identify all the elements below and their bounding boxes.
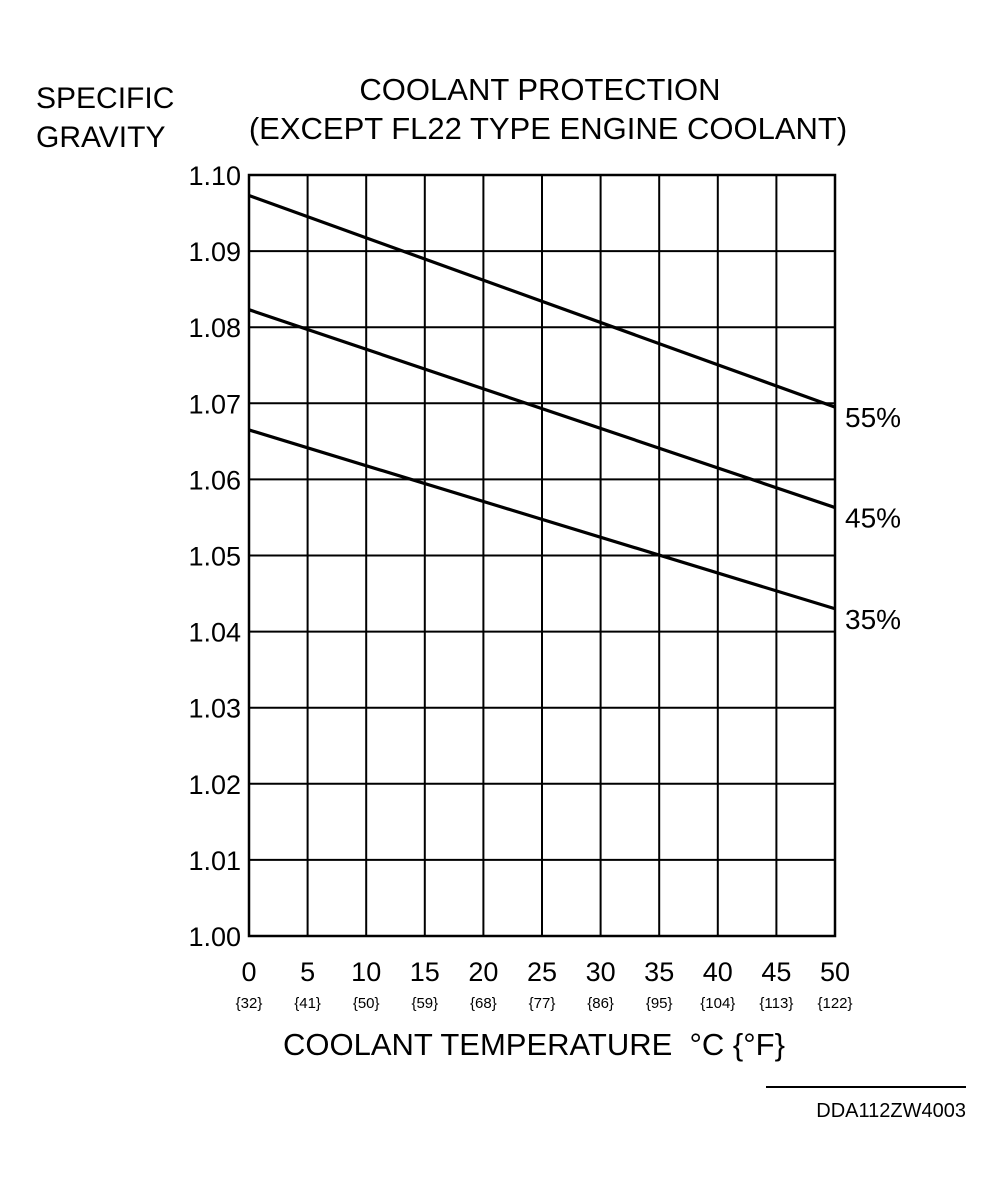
plot-frame — [247, 173, 837, 938]
y-axis-label-line-1: SPECIFIC — [36, 82, 174, 115]
y-tick-label: 1.06 — [188, 465, 241, 495]
series-label: 55% — [845, 402, 901, 433]
grid-lines — [248, 174, 836, 937]
y-tick-label: 1.07 — [188, 389, 241, 419]
x-tick-label-fahrenheit: {59} — [411, 995, 438, 1012]
series-line — [248, 428, 836, 611]
x-tick-label: 30 — [586, 957, 616, 987]
x-tick-label: 15 — [410, 957, 440, 987]
x-axis-label: COOLANT TEMPERATURE °C {°F} — [283, 1027, 785, 1062]
x-tick-label-fahrenheit: {41} — [294, 995, 321, 1012]
x-tick-label: 10 — [351, 957, 381, 987]
chart-title-line-1: COOLANT PROTECTION — [359, 72, 720, 107]
series-labels: 55% 45% 35% — [845, 402, 901, 635]
x-tick-label-fahrenheit: {86} — [587, 995, 614, 1012]
x-tick-label-fahrenheit: {50} — [353, 995, 380, 1012]
reference-code: DDA112ZW4003 — [816, 1100, 966, 1122]
x-tick-labels: 0 {32} 5 {41} 10 {50} 15 {59} 20 {68} 25 {77} 30 {86}… — [236, 957, 853, 1012]
y-tick-label: 1.09 — [188, 237, 241, 267]
y-tick-label: 1.05 — [188, 542, 241, 572]
y-tick-label: 1.00 — [188, 922, 241, 952]
series-lines — [248, 194, 836, 611]
x-tick-label-fahrenheit: {32} — [236, 995, 263, 1012]
x-tick-label-fahrenheit: {113} — [759, 995, 793, 1012]
x-tick-label-fahrenheit: {77} — [529, 995, 556, 1012]
x-tick-label-fahrenheit: {95} — [646, 995, 673, 1012]
x-tick-label: 20 — [468, 957, 498, 987]
x-tick-label-fahrenheit: {122} — [817, 995, 852, 1012]
x-tick-label-fahrenheit: {104} — [700, 995, 735, 1012]
x-tick-label: 50 — [820, 957, 850, 987]
y-axis-label-line-2: GRAVITY — [36, 121, 165, 154]
series-label: 35% — [845, 604, 901, 635]
series-line — [248, 194, 836, 409]
x-tick-label: 5 — [300, 957, 315, 987]
x-tick-label-fahrenheit: {68} — [470, 995, 497, 1012]
x-tick-label: 25 — [527, 957, 557, 987]
x-tick-label: 35 — [644, 957, 674, 987]
series-line — [248, 308, 836, 510]
y-tick-label: 1.08 — [188, 313, 241, 343]
y-tick-label: 1.04 — [188, 618, 241, 648]
y-tick-label: 1.10 — [188, 161, 241, 191]
y-tick-label: 1.02 — [188, 770, 241, 800]
x-tick-label: 45 — [761, 957, 791, 987]
y-tick-label: 1.01 — [188, 846, 241, 876]
series-label: 45% — [845, 503, 901, 534]
x-tick-label: 0 — [241, 957, 256, 987]
chart-title-line-2: (EXCEPT FL22 TYPE ENGINE COOLANT) — [249, 111, 847, 146]
x-tick-label: 40 — [703, 957, 733, 987]
y-tick-label: 1.03 — [188, 694, 241, 724]
y-tick-labels: 1.00 1.01 1.02 1.03 1.04 1.05 1.06 1.07 1.08 1.09… — [188, 161, 241, 952]
